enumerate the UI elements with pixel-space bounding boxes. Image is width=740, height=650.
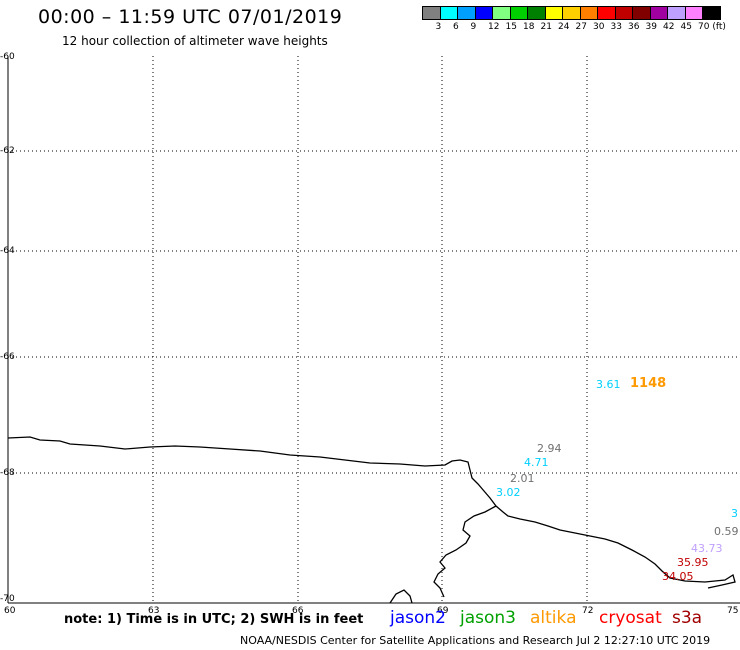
- color-scale-label: 24: [558, 22, 570, 32]
- longitude-gridlines: [152, 56, 588, 603]
- color-scale-label: 9: [470, 22, 477, 32]
- wave-height-value: 2.94: [537, 442, 562, 455]
- color-scale-label: 15: [505, 22, 517, 32]
- latitude-gridlines: [8, 150, 740, 474]
- color-scale-label: 27: [575, 22, 587, 32]
- coastline-island: [389, 589, 413, 604]
- lat-label-68: -68: [0, 468, 15, 478]
- color-scale-label: 30: [593, 22, 605, 32]
- color-scale-label: 21: [540, 22, 552, 32]
- color-scale-label: 39: [645, 22, 657, 32]
- satellite-label-altika: altika: [530, 608, 577, 628]
- satellite-label-jason3: jason3: [460, 608, 516, 628]
- satellite-label-jason2: jason2: [390, 608, 446, 628]
- color-scale-label: 18: [523, 22, 535, 32]
- color-scale-label: 36: [628, 22, 640, 32]
- lon-label-69: 69: [437, 606, 449, 616]
- wave-height-value: 4.71: [524, 456, 549, 469]
- lon-label-60: 60: [4, 606, 16, 616]
- antarctic-coastline: [7, 436, 736, 589]
- lon-label-63: 63: [148, 606, 160, 616]
- wave-height-value: 3.61: [596, 378, 621, 391]
- color-scale-label: 42: [663, 22, 675, 32]
- satellite-label-cryosat: cryosat: [599, 608, 662, 628]
- lon-label-66: 66: [292, 606, 304, 616]
- color-scale-swatch: [702, 6, 721, 20]
- color-scale-label: 70 (ft): [698, 22, 726, 32]
- lon-label-72: 72: [582, 606, 594, 616]
- wave-height-value: 35.95: [677, 556, 709, 569]
- color-scale-label: 12: [488, 22, 500, 32]
- wave-height-value: 2.01: [510, 472, 535, 485]
- lat-label-70: -70: [0, 594, 15, 604]
- lat-label-62: -62: [0, 146, 15, 156]
- wave-height-value: 3: [731, 507, 738, 520]
- footer-credit: NOAA/NESDIS Center for Satellite Applica…: [240, 634, 711, 647]
- wave-height-value: 34.05: [662, 570, 694, 583]
- color-scale-label: 3: [435, 22, 442, 32]
- color-scale-label: 33: [610, 22, 622, 32]
- color-scale-label: 45: [680, 22, 692, 32]
- lon-label-75: 75: [727, 606, 739, 616]
- lat-label-60: -60: [0, 52, 15, 62]
- map-subtitle: 12 hour collection of altimeter wave hei…: [62, 34, 328, 48]
- map-title: 00:00 – 11:59 UTC 07/01/2019: [38, 6, 343, 28]
- wave-height-value: 43.73: [691, 542, 723, 555]
- lat-label-66: -66: [0, 352, 15, 362]
- lat-label-64: -64: [0, 246, 15, 256]
- coastline-inlet: [433, 505, 497, 598]
- wave-height-value: 1148: [630, 376, 667, 391]
- color-scale-label: 6: [453, 22, 459, 32]
- wave-height-value: 0.59: [714, 525, 739, 538]
- satellite-label-s3a: s3a: [672, 608, 703, 628]
- units-note: note: 1) Time is in UTC; 2) SWH is in fe…: [64, 612, 364, 627]
- wave-height-value: 3.02: [496, 486, 521, 499]
